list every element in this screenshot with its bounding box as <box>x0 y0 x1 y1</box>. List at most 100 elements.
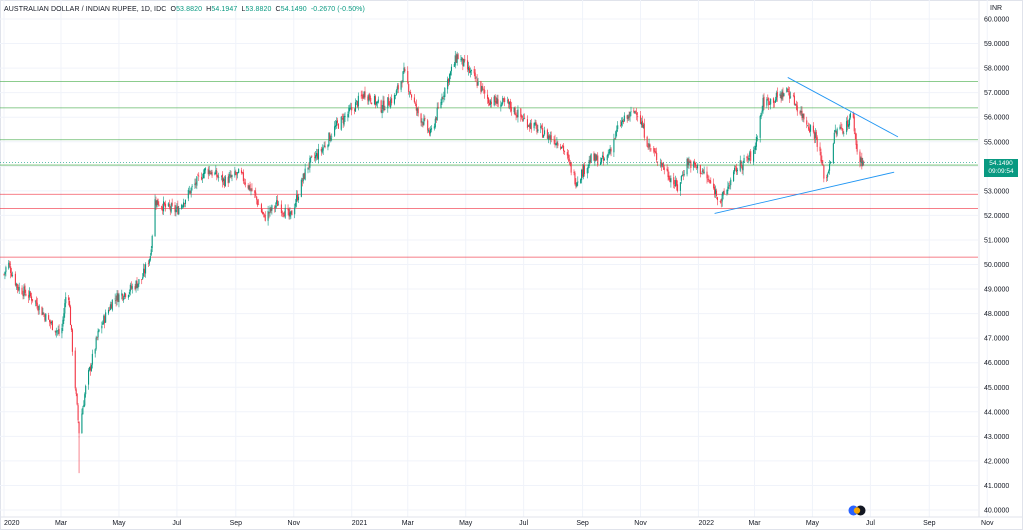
candle-body <box>115 300 117 302</box>
candle-body <box>395 90 397 96</box>
candle-body <box>69 306 72 325</box>
candle-body <box>194 183 196 186</box>
candle-body <box>169 207 171 211</box>
candle-body <box>30 292 32 297</box>
candle-body <box>310 156 312 159</box>
candle-body <box>397 85 399 90</box>
candle-body <box>12 275 14 276</box>
candle-body <box>218 177 220 178</box>
candle-body <box>28 294 30 298</box>
last-price-value: 54.1490 <box>989 159 1013 167</box>
candle-body <box>65 297 67 304</box>
candle-body <box>423 118 425 125</box>
candle-body <box>654 151 656 153</box>
candle-body <box>328 132 330 146</box>
price-tick-label: 48.0000 <box>984 311 1009 318</box>
candle-body <box>11 273 13 277</box>
candle-body <box>240 170 243 174</box>
candle-body <box>369 93 371 99</box>
candle-body <box>749 152 751 157</box>
candle-body <box>303 173 305 179</box>
candle-body <box>574 172 576 185</box>
candle-body <box>125 293 127 298</box>
candle-body <box>540 126 542 129</box>
candle-body <box>390 99 392 108</box>
candle-body <box>814 132 816 139</box>
candle-body <box>388 98 390 106</box>
candle-body <box>274 206 276 208</box>
candle-body <box>222 178 224 181</box>
candle-body <box>819 146 821 152</box>
candle-body <box>601 157 603 163</box>
price-tick-label: 44.0000 <box>984 409 1009 416</box>
candle-body <box>68 297 70 300</box>
candle-body <box>526 119 528 128</box>
candle-body <box>83 404 85 408</box>
candle-body <box>709 179 711 184</box>
candle-body <box>150 249 152 255</box>
candle-body <box>643 123 645 138</box>
candle-body <box>289 212 291 217</box>
candle-body <box>370 97 372 102</box>
candle-body <box>88 370 90 385</box>
candle-body <box>742 161 744 171</box>
price-tick-label: 57.0000 <box>984 90 1009 97</box>
candle-body <box>861 157 863 166</box>
candle-body <box>666 168 668 171</box>
candle-body <box>662 162 664 168</box>
candle-body <box>221 175 223 177</box>
candle-body <box>170 204 172 212</box>
candle-body <box>679 182 681 191</box>
time-tick-label: 2021 <box>352 520 368 527</box>
candle-body <box>493 96 495 106</box>
candle-body <box>175 209 177 213</box>
candle-body <box>302 173 304 182</box>
candle-body <box>131 286 133 289</box>
candle-body <box>402 71 404 83</box>
candle-body <box>308 166 310 168</box>
candle-body <box>582 169 584 177</box>
candle-body <box>728 185 730 186</box>
candle-body <box>88 367 91 371</box>
candle-body <box>417 108 419 114</box>
candle-body <box>699 165 701 175</box>
candle-body <box>204 168 206 171</box>
candle-body <box>284 207 286 218</box>
candle-body <box>387 97 389 109</box>
candle-body <box>853 116 855 132</box>
time-tick-label: Sep <box>576 520 589 527</box>
tradingview-logo-icon[interactable] <box>848 503 866 516</box>
candle-body <box>151 235 153 249</box>
price-tick-label: 47.0000 <box>984 336 1009 343</box>
candle-body <box>202 172 205 179</box>
candle-body <box>396 86 398 90</box>
candle-body <box>621 120 623 123</box>
candle-body <box>335 121 338 126</box>
candle-body <box>461 57 463 61</box>
candle-body <box>281 211 283 213</box>
candle-body <box>57 330 59 332</box>
candle-body <box>700 172 702 174</box>
candle-body <box>449 71 452 76</box>
candle-body <box>351 107 353 111</box>
candle-body <box>118 294 120 303</box>
candle-body <box>606 155 608 161</box>
candle-body <box>802 113 804 118</box>
candle-body <box>408 83 410 92</box>
candle-body <box>177 205 179 215</box>
candle-body <box>657 161 659 163</box>
candle-body <box>50 321 52 324</box>
candle-body <box>230 175 232 178</box>
candle-body <box>847 120 849 127</box>
candle-body <box>703 171 705 174</box>
candle-body <box>682 175 684 176</box>
candle-body <box>523 118 525 120</box>
candle-body <box>161 206 163 208</box>
time-tick-label: Jul <box>866 520 875 527</box>
candle-body <box>442 98 444 99</box>
candle-body <box>726 189 728 194</box>
candle-body <box>806 120 808 125</box>
candle-body <box>229 174 231 176</box>
candle-body <box>336 120 338 123</box>
